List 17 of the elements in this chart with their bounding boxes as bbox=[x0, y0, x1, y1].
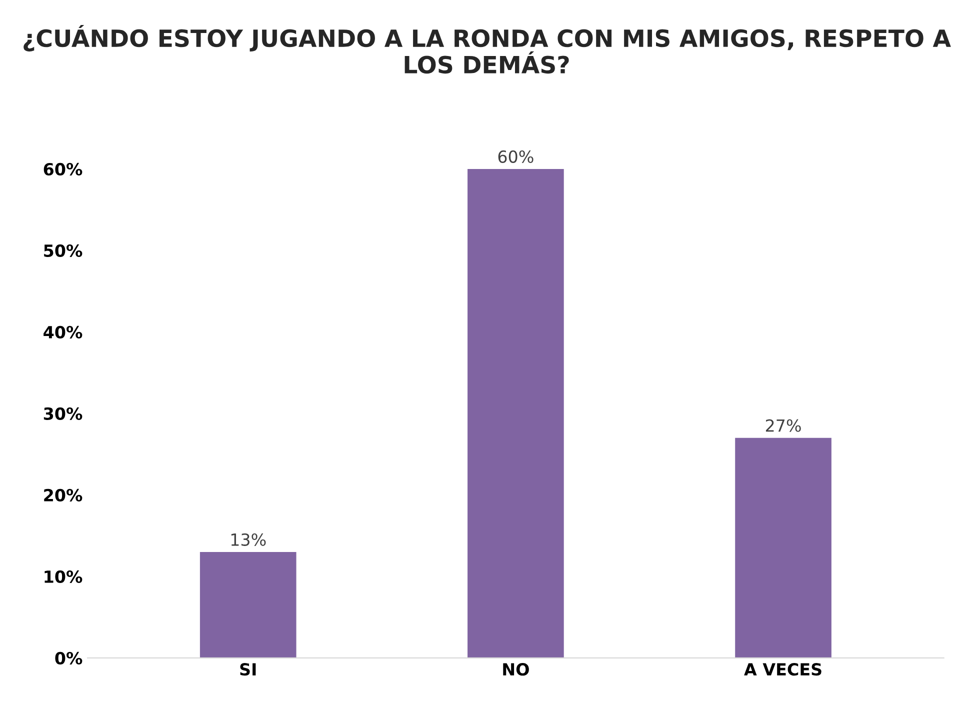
y-tick-label: 40% bbox=[44, 326, 82, 339]
bar bbox=[735, 438, 832, 658]
y-tick-label: 20% bbox=[44, 488, 82, 502]
x-tick-label: NO bbox=[503, 663, 529, 676]
y-tick-label: 10% bbox=[44, 570, 82, 583]
chart-title: ¿CUÁNDO ESTOY JUGANDO A LA RONDA CON MIS AMIGOS, RESPETO A LOS DEMÁS? bbox=[24, 24, 951, 74]
x-tick-label: SI bbox=[240, 663, 256, 676]
bar bbox=[468, 168, 564, 658]
data-label: 27% bbox=[766, 419, 801, 432]
x-tick-label: A VECES bbox=[744, 663, 822, 676]
y-tick-label: 30% bbox=[44, 407, 82, 420]
data-label: 13% bbox=[231, 533, 266, 546]
y-tick-label: 50% bbox=[44, 244, 82, 258]
y-tick-label: 0% bbox=[55, 652, 82, 664]
y-tick-label: 60% bbox=[44, 162, 82, 176]
bar bbox=[200, 552, 296, 658]
data-label: 60% bbox=[498, 150, 534, 163]
